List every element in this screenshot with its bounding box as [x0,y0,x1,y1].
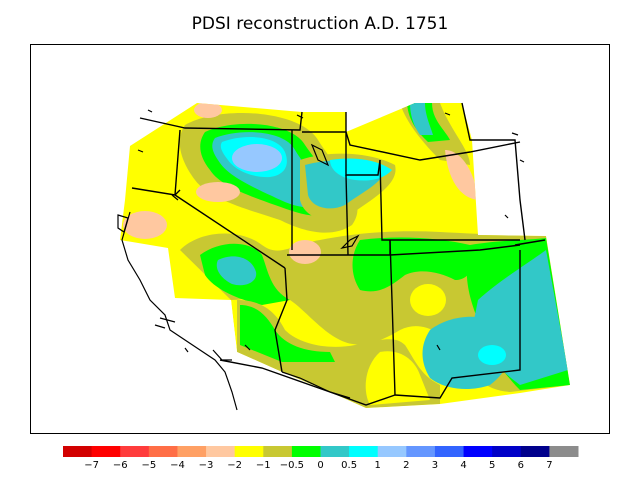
map-title: PDSI reconstruction A.D. 1751 [191,14,449,34]
coastline [117,109,525,411]
colorbar-swatch [177,446,207,457]
colorbar-swatch [549,446,579,457]
colorbar-tick-label: 1 [375,460,381,471]
field-salmon-northeast [445,150,478,200]
colorbar-swatch [520,446,550,457]
colorbar-swatch [63,446,93,457]
colorbar-swatch [406,446,436,457]
colorbar-tick-label: 3 [432,460,438,471]
colorbar-tick-label: −1 [256,460,271,471]
colorbar-swatch [148,446,178,457]
field-salmon-central [289,240,321,264]
colorbar-swatch [291,446,321,457]
border-canada [139,111,521,161]
colorbar-tick-label: 5 [489,460,495,471]
field-salmon-west [123,211,167,239]
colorbar-swatch [206,446,236,457]
colorbar-swatch [377,446,407,457]
colorbar-tick-label: 7 [546,460,552,471]
colorbar-tick-label: −6 [113,460,128,471]
colorbar-tick-label: −7 [84,460,99,471]
field-cyan-southeast [478,345,506,365]
field-teal-northeast [410,103,433,135]
colorbar-swatch [120,446,150,457]
colorbar-swatch [320,446,350,457]
border-california-arizona [274,267,288,373]
colorbar-swatch [91,446,121,457]
colorbar-swatch [234,446,264,457]
colorbar-tick-label: −5 [141,460,156,471]
colorbar-tick-label: 2 [403,460,409,471]
colorbar-tick-label: −0.5 [280,460,304,471]
colorbar-tick-label: 6 [518,460,524,471]
field-yellow-eastcentral [410,284,446,316]
colorbar-swatch [463,446,493,457]
pdsi-field [120,103,570,408]
colorbar-tick-label: −3 [199,460,214,471]
border-california-nevada [174,194,286,269]
colorbar-swatch [263,446,293,457]
field-lightblue-north [232,144,282,172]
field-green-central [352,237,474,292]
colorbar-tick-label: 0.5 [341,460,357,471]
colorbar-swatch [349,446,379,457]
colorbar-tick-label: 4 [460,460,466,471]
colorbar-swatch [434,446,465,457]
colorbar-tick-label: 0 [317,460,323,471]
colorbar-swatch [492,446,522,457]
colorbar-tick-label: −4 [170,460,185,471]
field-green-south [240,305,335,362]
colorbar-tick-label: −2 [227,460,242,471]
